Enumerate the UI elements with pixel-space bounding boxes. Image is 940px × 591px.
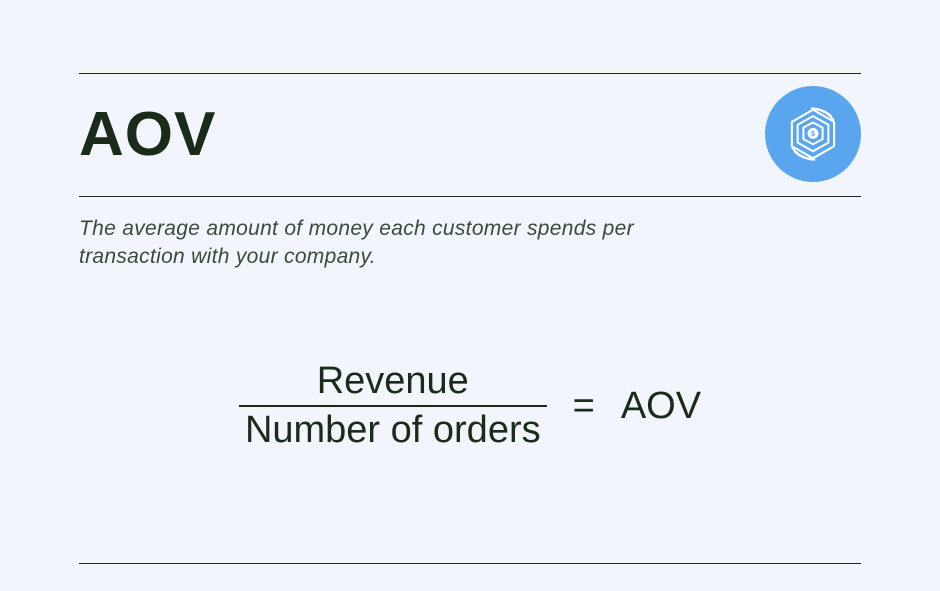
hexagon-currency-icon: $ [781,102,845,166]
page-title: AOV [79,99,216,170]
svg-text:$: $ [811,131,815,138]
bottom-divider [79,563,861,564]
formula: Revenue Number of orders = AOV [79,360,861,453]
equals-sign: = [573,385,595,428]
card-container: AOV $ The [79,0,861,591]
fraction-line [239,405,547,407]
header-row: AOV $ [79,74,861,196]
logo-badge: $ [765,86,861,182]
formula-fraction: Revenue Number of orders [239,360,547,453]
formula-result: AOV [621,385,701,428]
formula-numerator: Revenue [311,360,475,404]
header-divider [79,196,861,197]
formula-denominator: Number of orders [239,409,547,453]
definition-text: The average amount of money each custome… [79,215,719,272]
